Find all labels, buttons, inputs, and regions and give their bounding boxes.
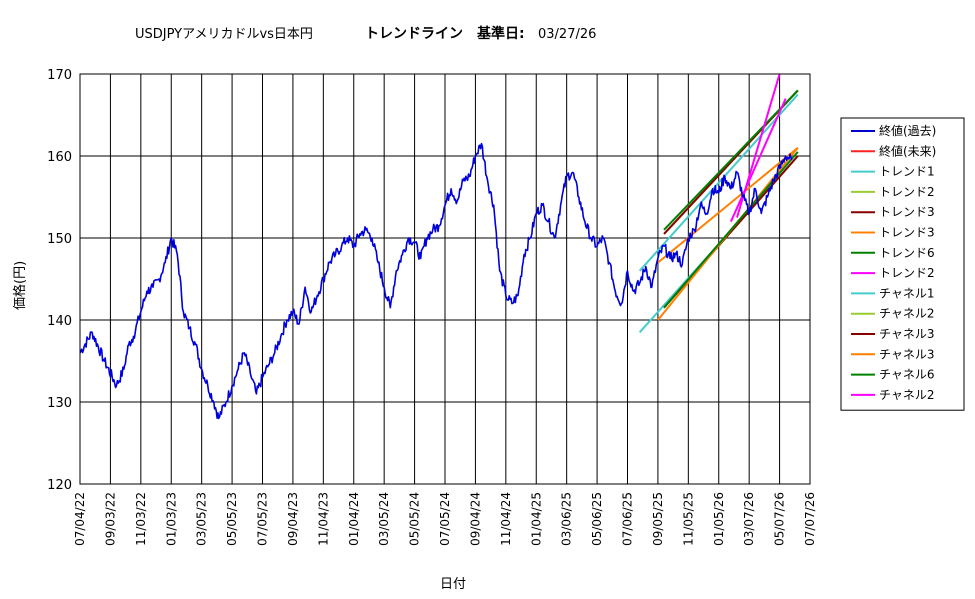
price-series: [80, 142, 793, 420]
x-tick-label: 03/05/24: [377, 492, 391, 546]
chart-base-date: 03/27/26: [538, 27, 596, 42]
x-tick-label: 03/05/23: [195, 492, 209, 546]
legend-label: チャネル6: [879, 368, 935, 382]
legend-box: [840, 117, 965, 411]
x-tick-label: 05/05/23: [225, 492, 239, 546]
x-tick-label: 05/07/26: [773, 492, 787, 546]
x-tick-label: 05/05/24: [408, 492, 422, 546]
x-tick-label: 07/07/26: [803, 492, 817, 546]
x-tick-label: 01/05/26: [712, 492, 726, 546]
legend-label: チャネル2: [879, 307, 935, 321]
legend-label: トレンド2: [879, 266, 935, 280]
legend-label: チャネル3: [879, 327, 935, 341]
legend-label: 終値(過去): [879, 123, 936, 138]
x-tick-label: 01/03/23: [164, 492, 178, 546]
chart-subtitle-label: トレンドライン 基準日:: [365, 25, 525, 42]
x-axis-ticks: 07/04/22 09/03/22 11/03/22 01/03/23 03/05/23…: [73, 492, 817, 546]
x-tick-label: 09/03/22: [103, 492, 117, 546]
chart-title: USDJPYアメリカドルvs日本円: [135, 27, 313, 42]
legend-label: チャネル2: [879, 388, 935, 402]
x-tick-label: 03/06/25: [560, 492, 574, 546]
legend-label: トレンド2: [879, 185, 935, 199]
y-tick-label: 170: [47, 68, 72, 83]
y-tick-label: 140: [47, 314, 72, 329]
y-axis-ticks: 120 130 140 150 160 170: [47, 68, 72, 493]
y-tick-label: 160: [47, 150, 72, 165]
x-tick-label: 11/03/22: [134, 492, 148, 546]
legend: 終値(過去) 終値(未来) トレンド1 トレンド2 トレンド3 トレンド3 トレンド6 トレン…: [840, 117, 965, 411]
x-tick-label: 07/05/23: [256, 492, 270, 546]
x-tick-label: 09/04/24: [468, 492, 482, 546]
legend-label: 終値(未来): [879, 143, 936, 158]
x-tick-label: 11/04/24: [499, 492, 513, 546]
legend-label: チャネル1: [879, 286, 935, 300]
y-tick-label: 150: [47, 232, 72, 247]
x-tick-label: 11/05/25: [681, 492, 695, 546]
trend-line: [663, 89, 799, 231]
y-tick-label: 130: [47, 396, 72, 411]
legend-label: トレンド6: [879, 246, 935, 260]
legend-label: トレンド3: [879, 205, 935, 219]
trend-line: [730, 98, 787, 223]
legend-label: チャネル3: [879, 347, 935, 361]
x-tick-label: 07/05/24: [438, 492, 452, 546]
price-line: [80, 142, 793, 420]
x-tick-label: 07/06/25: [621, 492, 635, 546]
legend-label: トレンド1: [879, 165, 935, 179]
x-tick-label: 09/05/25: [651, 492, 665, 546]
x-tick-label: 07/04/22: [73, 492, 87, 546]
trend-lines: [638, 74, 799, 333]
plot-border: [79, 73, 811, 485]
legend-label: トレンド3: [879, 226, 935, 240]
x-tick-label: 01/04/24: [347, 492, 361, 546]
y-tick-label: 120: [47, 478, 72, 493]
y-axis-label: 価格(円): [12, 261, 28, 310]
trend-line: [657, 147, 799, 264]
x-axis-label: 日付: [440, 577, 466, 592]
x-tick-label: 03/07/26: [742, 492, 756, 546]
x-tick-label: 05/06/25: [590, 492, 604, 546]
x-tick-label: 01/04/25: [529, 492, 543, 546]
x-tick-label: 09/04/23: [286, 492, 300, 546]
trend-line: [638, 93, 799, 272]
plot-frame: [79, 73, 811, 485]
x-tick-label: 11/04/23: [316, 492, 330, 546]
